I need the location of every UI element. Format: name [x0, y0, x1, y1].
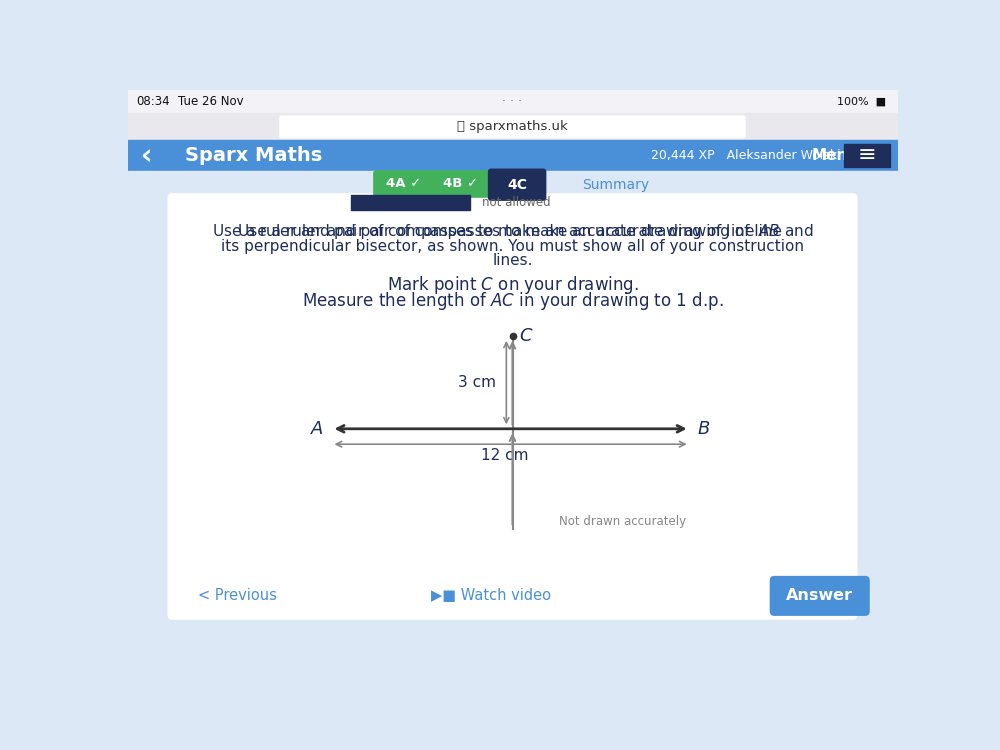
FancyBboxPatch shape [415, 576, 567, 616]
Text: 12 cm: 12 cm [481, 448, 529, 464]
FancyBboxPatch shape [431, 170, 491, 198]
Text: 4B ✓: 4B ✓ [443, 178, 478, 190]
Text: ‹: ‹ [141, 142, 153, 170]
Text: not allowed: not allowed [482, 196, 550, 209]
Text: Sparx Maths: Sparx Maths [185, 146, 322, 165]
FancyBboxPatch shape [373, 170, 433, 198]
FancyBboxPatch shape [279, 116, 746, 139]
Text: · · ·: · · · [503, 95, 522, 108]
FancyBboxPatch shape [770, 576, 870, 616]
Text: 4C: 4C [507, 178, 527, 192]
Bar [351, 195, 470, 210]
Text: its perpendicular bisector, as shown. You must show all of your construction: its perpendicular bisector, as shown. Yo… [221, 238, 804, 254]
Text: 🔒 sparxmaths.uk: 🔒 sparxmaths.uk [457, 121, 568, 134]
Bar [128, 90, 898, 113]
Bar [128, 140, 898, 171]
Bar [844, 144, 890, 167]
Text: Use a ruler and pair of compasses to make an accurate drawing of line: Use a ruler and pair of compasses to mak… [238, 224, 787, 239]
FancyBboxPatch shape [175, 576, 300, 616]
Text: Use a ruler and pair of compasses to make an accurate drawing of line $AB$ and: Use a ruler and pair of compasses to mak… [212, 222, 813, 242]
Text: Tue 26 Nov: Tue 26 Nov [178, 95, 243, 108]
FancyBboxPatch shape [168, 194, 857, 620]
Text: < Previous: < Previous [198, 589, 277, 604]
Text: 100%  ■: 100% ■ [837, 97, 886, 106]
Text: $B$: $B$ [697, 420, 711, 438]
Bar [128, 113, 898, 140]
Text: lines.: lines. [492, 254, 533, 268]
Text: 3 cm: 3 cm [458, 375, 496, 390]
Bar [128, 171, 898, 198]
Text: Menu: Menu [811, 148, 859, 163]
FancyBboxPatch shape [488, 169, 546, 201]
Text: Measure the length of $AC$ in your drawing to 1 d.p.: Measure the length of $AC$ in your drawi… [302, 290, 723, 312]
Text: ≡: ≡ [857, 146, 876, 166]
Text: 4A ✓: 4A ✓ [386, 178, 421, 190]
Text: Summary: Summary [582, 178, 649, 192]
Text: Not drawn accurately: Not drawn accurately [559, 514, 686, 528]
Text: 08:34: 08:34 [137, 95, 170, 108]
Text: ▶■ Watch video: ▶■ Watch video [431, 589, 551, 604]
Text: $A$: $A$ [310, 420, 324, 438]
Text: Answer: Answer [786, 589, 853, 604]
Text: Mark point $C$ on your drawing.: Mark point $C$ on your drawing. [387, 274, 638, 296]
Text: $C$: $C$ [519, 328, 533, 346]
Text: 20,444 XP   Aleksander Wolski: 20,444 XP Aleksander Wolski [651, 149, 841, 162]
